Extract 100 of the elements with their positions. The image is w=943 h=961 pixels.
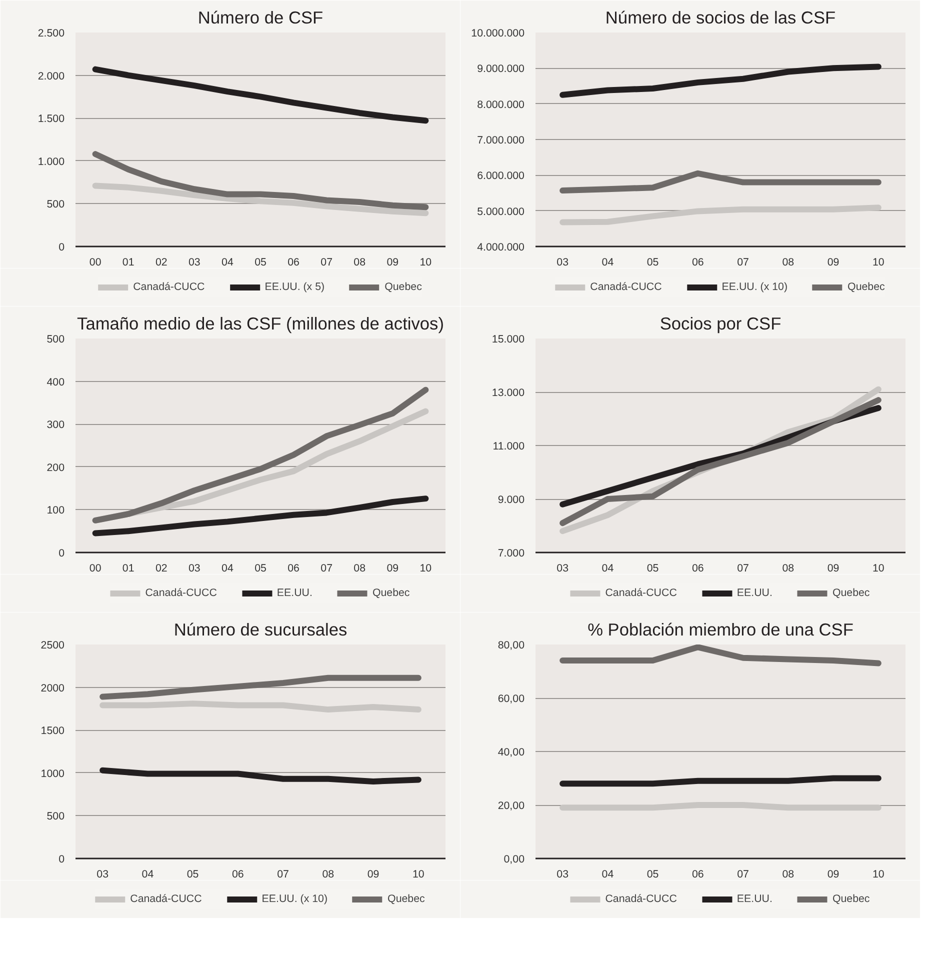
y-tick-label: 60,00 [498, 693, 525, 705]
y-tick-label: 0 [58, 854, 65, 866]
y-tick-label: 13.000 [492, 387, 525, 399]
x-tick-label: 08 [782, 562, 794, 574]
legend-label: EE.UU. (x 10) [262, 893, 328, 905]
x-tick-label: 09 [827, 868, 840, 880]
x-tick-label: 03 [556, 562, 569, 574]
x-tick-label: 02 [155, 256, 168, 268]
y-tick-label: 1.000 [38, 156, 65, 168]
y-tick-label: 11.000 [492, 440, 525, 452]
x-tick-label: 04 [602, 256, 614, 268]
y-tick-label: 9.000.000 [477, 63, 525, 76]
y-tick-label: 200 [46, 462, 65, 474]
y-tick-label: 2.000 [38, 70, 65, 82]
y-tick-label: 2500 [40, 640, 65, 652]
legend-label: Quebec [832, 587, 870, 599]
y-tick-label: 9.000 [498, 494, 525, 506]
x-tick-label: 10 [412, 868, 424, 880]
x-tick-label: 08 [354, 562, 366, 574]
y-tick-label: 15.000 [492, 334, 525, 346]
legend-label: EE.UU. [736, 587, 772, 599]
legend-label: EE.UU. (x 5) [264, 281, 325, 293]
x-tick-label: 04 [602, 868, 614, 880]
chart-title: % Población miembro de una CSF [588, 620, 854, 640]
x-tick-label: 07 [737, 562, 750, 574]
x-tick-label: 00 [89, 562, 102, 574]
y-tick-label: 300 [46, 419, 65, 432]
x-tick-label: 09 [827, 256, 840, 268]
x-tick-label: 07 [277, 868, 290, 880]
x-tick-label: 05 [254, 562, 266, 574]
x-tick-label: 05 [646, 868, 659, 880]
x-tick-label: 01 [122, 256, 134, 268]
x-tick-label: 08 [782, 868, 794, 880]
y-tick-label: 7.000 [498, 548, 525, 560]
x-tick-label: 09 [367, 868, 380, 880]
legend-label: Quebec [388, 893, 425, 905]
y-tick-label: 1.500 [38, 113, 65, 126]
x-tick-label: 07 [320, 562, 333, 574]
x-tick-label: 06 [232, 868, 244, 880]
chart-title: Tamaño medio de las CSF (millones de activos) [77, 314, 444, 334]
x-tick-label: 03 [556, 256, 569, 268]
x-tick-label: 10 [872, 562, 884, 574]
chart-title: Número de CSF [198, 8, 324, 28]
x-tick-label: 10 [872, 256, 884, 268]
y-tick-label: 500 [46, 334, 65, 346]
y-tick-label: 4.000.000 [477, 242, 525, 254]
x-tick-label: 06 [288, 562, 300, 574]
y-tick-label: 0 [58, 242, 65, 254]
x-tick-label: 04 [602, 562, 614, 574]
y-tick-label: 100 [46, 504, 65, 517]
x-tick-label: 03 [96, 868, 109, 880]
y-tick-label: 0,00 [504, 854, 525, 866]
legend-label: EE.UU. [736, 893, 772, 905]
y-tick-label: 80,00 [498, 640, 525, 652]
x-tick-label: 04 [142, 868, 154, 880]
y-tick-label: 2.500 [38, 28, 65, 40]
legend-label: Canadá-CUCC [590, 281, 662, 293]
x-tick-label: 09 [386, 562, 399, 574]
x-tick-label: 08 [354, 256, 366, 268]
x-tick-label: 07 [737, 868, 750, 880]
x-tick-label: 05 [646, 256, 659, 268]
x-tick-label: 10 [420, 562, 432, 574]
x-tick-label: 10 [872, 868, 884, 880]
legend-label: EE.UU. (x 10) [722, 281, 788, 293]
legend-label: Quebec [384, 281, 422, 293]
x-tick-label: 03 [556, 868, 569, 880]
x-tick-label: 06 [692, 868, 704, 880]
legend-label: Canadá-CUCC [145, 587, 217, 599]
x-tick-label: 08 [322, 868, 334, 880]
x-tick-label: 06 [288, 256, 300, 268]
y-tick-label: 500 [46, 810, 65, 823]
y-tick-label: 8.000.000 [477, 98, 525, 111]
x-tick-label: 04 [222, 562, 234, 574]
x-tick-label: 04 [222, 256, 234, 268]
legend-label: Canadá-CUCC [133, 281, 205, 293]
x-tick-label: 00 [89, 256, 102, 268]
x-tick-label: 09 [827, 562, 840, 574]
y-tick-label: 2000 [40, 682, 65, 694]
legend-label: EE.UU. [276, 587, 312, 599]
y-tick-label: 5.000.000 [477, 206, 525, 218]
y-tick-label: 0 [58, 548, 65, 560]
chart-title: Número de sucursales [174, 620, 348, 640]
y-tick-label: 40,00 [498, 746, 525, 758]
y-tick-label: 6.000.000 [477, 170, 525, 182]
chart-title: Número de socios de las CSF [605, 8, 836, 28]
x-tick-label: 03 [188, 562, 200, 574]
y-tick-label: 500 [46, 198, 65, 211]
x-tick-label: 01 [122, 562, 134, 574]
x-tick-label: 03 [188, 256, 200, 268]
x-tick-label: 06 [692, 562, 704, 574]
chart-title: Socios por CSF [660, 314, 782, 334]
x-tick-label: 10 [420, 256, 432, 268]
x-tick-label: 09 [386, 256, 399, 268]
legend-label: Canadá-CUCC [130, 893, 202, 905]
y-tick-label: 1000 [40, 768, 65, 780]
x-tick-label: 07 [320, 256, 333, 268]
legend-label: Quebec [832, 893, 870, 905]
y-tick-label: 10.000.000 [471, 28, 525, 40]
legend-label: Canadá-CUCC [605, 893, 677, 905]
y-tick-label: 7.000.000 [477, 134, 525, 146]
